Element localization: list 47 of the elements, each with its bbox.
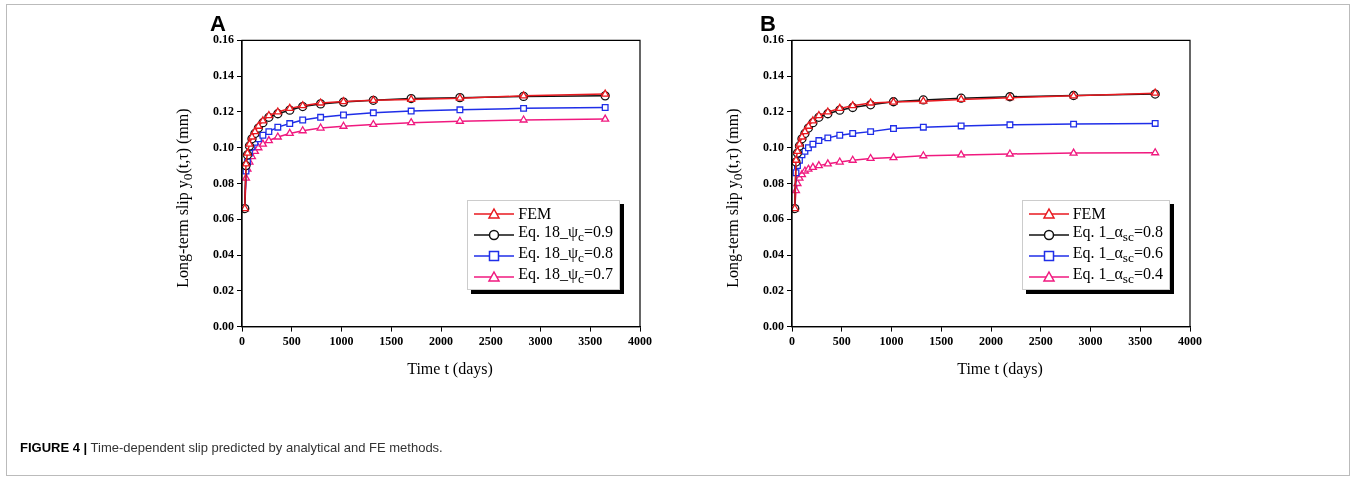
y-tick-label: 0.02 (213, 282, 234, 297)
x-tick-label: 2000 (979, 333, 1003, 348)
y-tick-label: 0.06 (213, 211, 234, 226)
x-tick-label: 500 (832, 333, 851, 348)
x-tick-label: 1000 (879, 333, 904, 348)
x-axis-title: Time t (days) (956, 360, 1044, 378)
y-tick-label: 0.10 (763, 139, 784, 154)
y-tick-label: 0.08 (763, 175, 784, 190)
y-tick-label: 0.14 (213, 68, 234, 83)
x-tick-label: 3500 (578, 333, 603, 348)
y-tick-label: 0.06 (763, 211, 784, 226)
y-tick-label: 0.08 (213, 175, 234, 190)
legend-label: Eq. 18_ψ$_{c}$=0.7 (518, 265, 613, 288)
y-tick-label: 0.14 (763, 68, 784, 83)
x-tick-label: 4000 (1178, 333, 1202, 348)
legend-label: Eq. 1_α$_{sc}$=0.8 (1072, 223, 1163, 246)
x-axis-title: Time t (days) (406, 360, 494, 378)
legend-label: Eq. 18_ψ$_{c}$=0.8 (518, 244, 613, 267)
y-tick-label: 0.12 (213, 104, 234, 119)
legend-label: Eq. 1_α$_{sc}$=0.6 (1072, 244, 1163, 267)
x-tick-label: 2500 (478, 333, 503, 348)
y-tick-label: 0.16 (763, 32, 784, 47)
legend-label: Eq. 1_α$_{sc}$=0.4 (1072, 265, 1163, 288)
y-tick-label: 0.02 (763, 282, 784, 297)
x-tick-label: 4000 (628, 333, 652, 348)
x-tick-label: 0 (789, 333, 795, 348)
x-tick-label: 0 (239, 333, 245, 348)
y-tick-label: 0.00 (213, 318, 234, 333)
caption: FIGURE 4 | Time-dependent slip predicted by analytical and FE methods. (20, 440, 443, 455)
y-tick-label: 0.10 (213, 139, 234, 154)
x-tick-label: 2500 (1028, 333, 1053, 348)
y-tick-label: 0.04 (213, 247, 234, 262)
x-tick-label: 3000 (1078, 333, 1103, 348)
y-tick-label: 0.12 (763, 104, 784, 119)
x-tick-label: 500 (282, 333, 301, 348)
legend-label: Eq. 18_ψ$_{c}$=0.9 (518, 223, 613, 246)
x-tick-label: 1000 (329, 333, 354, 348)
y-tick-label: 0.04 (763, 247, 784, 262)
x-tick-label: 3000 (528, 333, 553, 348)
x-tick-label: 1500 (929, 333, 954, 348)
x-tick-label: 2000 (429, 333, 453, 348)
x-tick-label: 3500 (1128, 333, 1153, 348)
y-tick-label: 0.00 (763, 318, 784, 333)
y-tick-label: 0.16 (213, 32, 234, 47)
legend-label: FEM (518, 204, 552, 223)
x-tick-label: 1500 (379, 333, 404, 348)
legend-label: FEM (1072, 204, 1106, 223)
